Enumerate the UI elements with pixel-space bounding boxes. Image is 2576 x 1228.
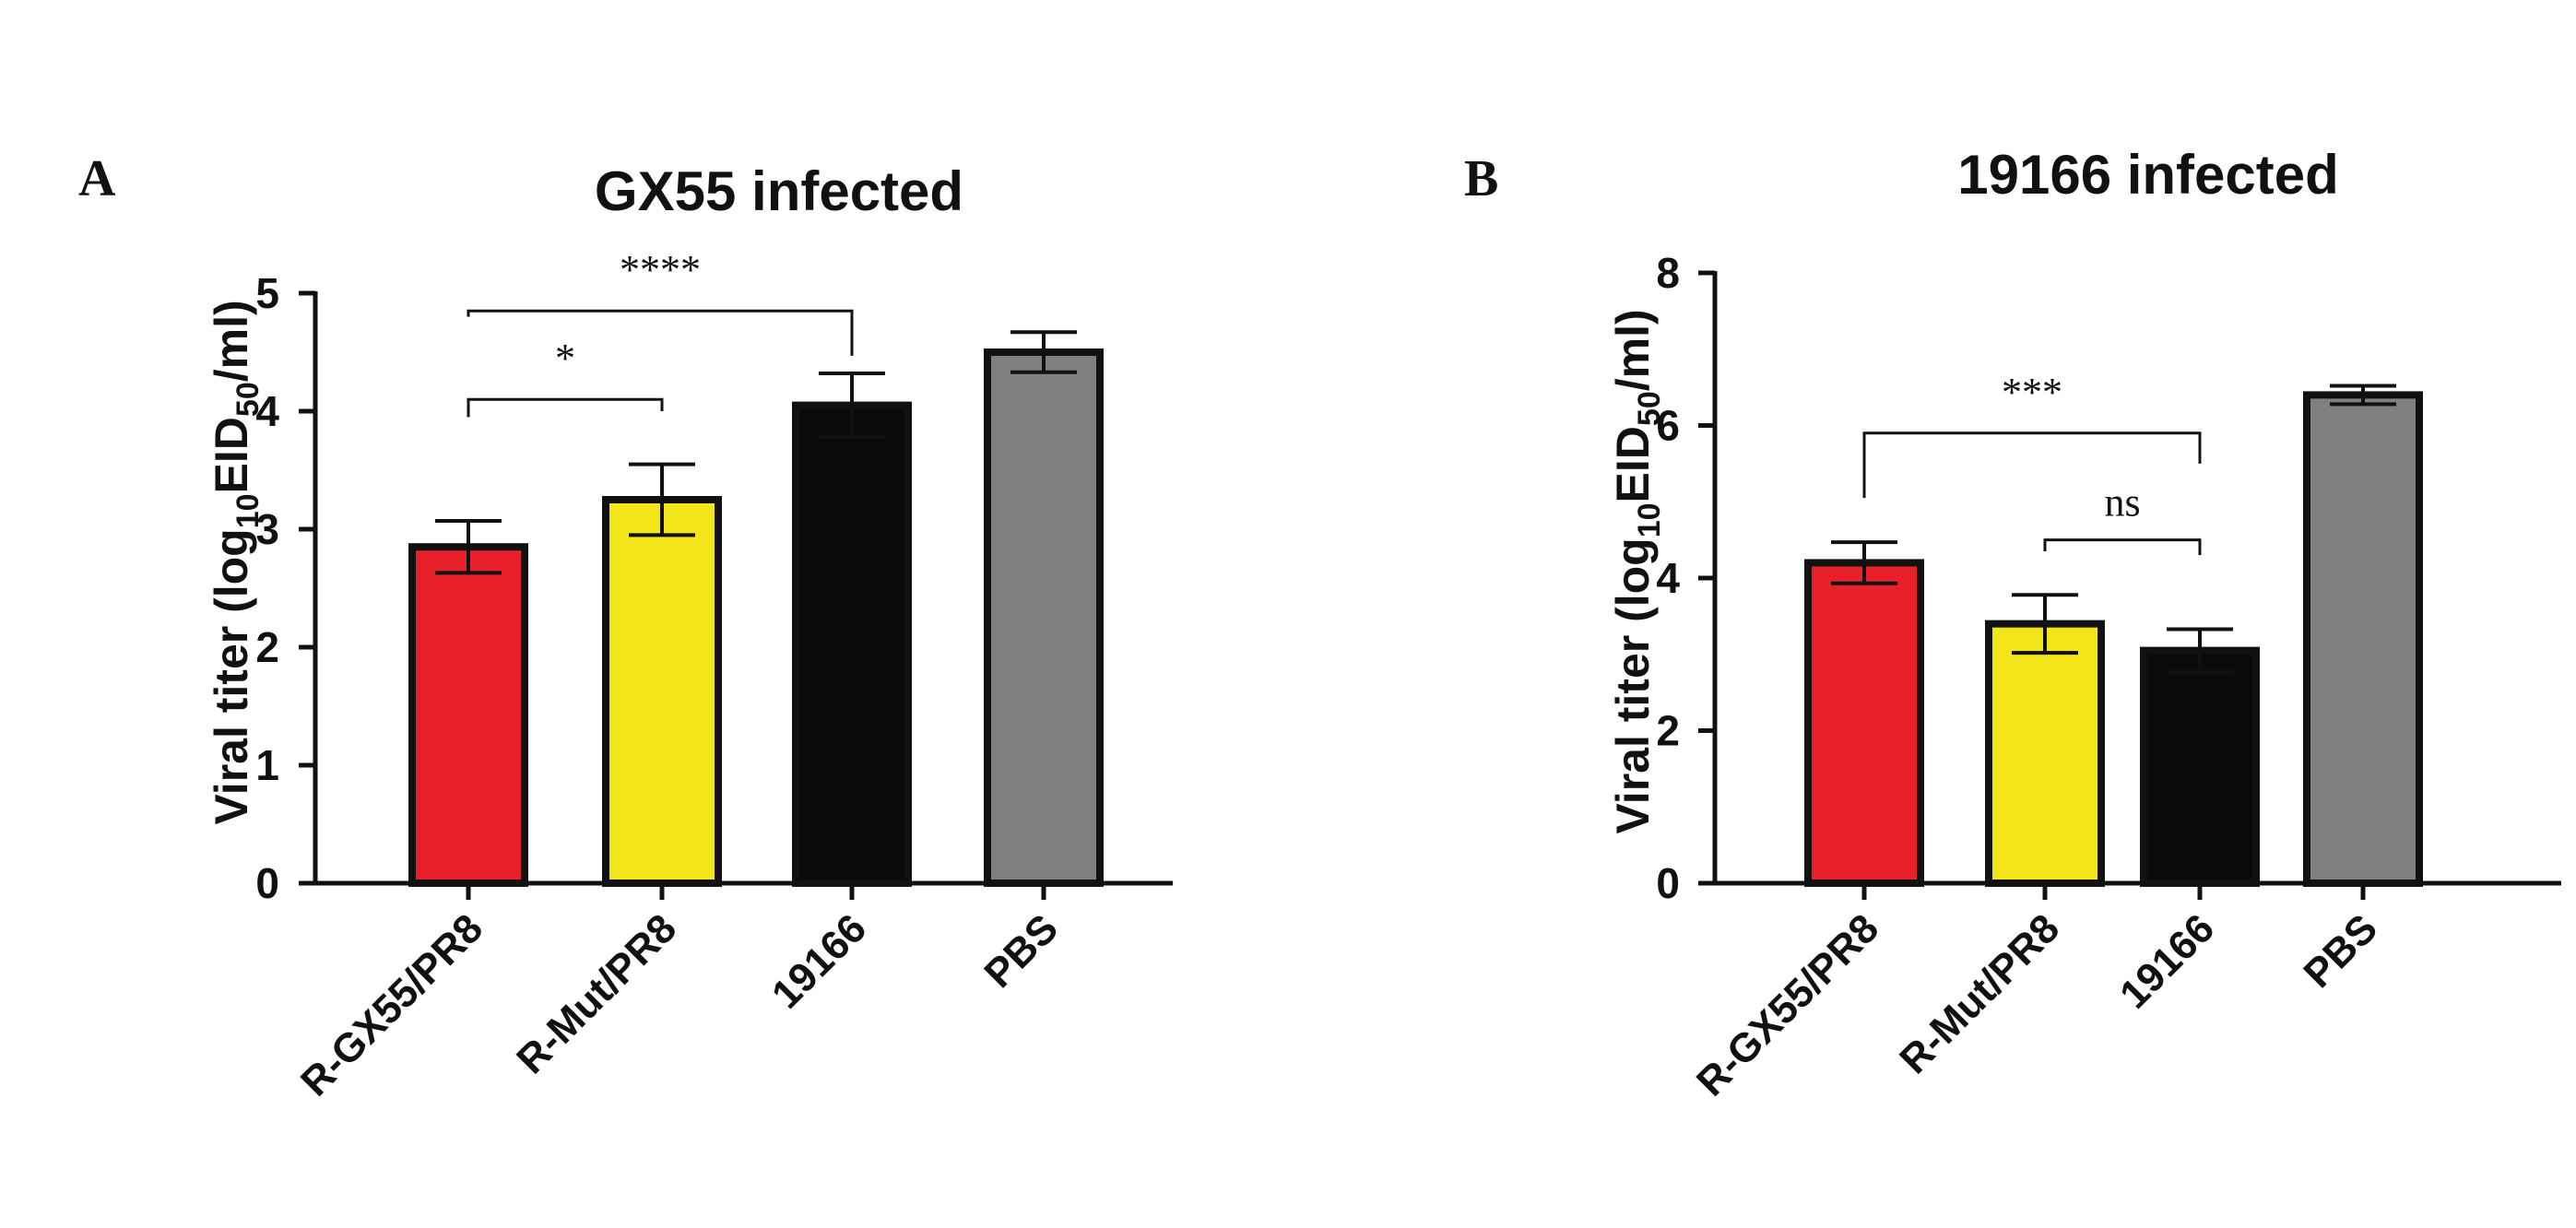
panel-a-y-axis-label: Viral titer (log10EID50/ml)	[206, 300, 266, 824]
panel-a-ylabel-mid: EID	[206, 417, 257, 493]
panel-b: B 19166 infected Viral titer (log10EID50…	[1464, 144, 2561, 1105]
panel-b-y-axis-label: Viral titer (log10EID50/ml)	[1607, 309, 1667, 833]
panel-a-bar-3	[984, 348, 1104, 887]
panel-a-ylabel-suffix: /ml)	[206, 300, 257, 382]
panel-b-sig-label-0: ***	[2002, 370, 2062, 415]
panel-b-ylabel-sub2: 50	[1632, 391, 1667, 426]
panel-b-bar-3	[2303, 391, 2423, 887]
panel-b-bar-0	[1804, 559, 1924, 887]
panel-a-y-tick-label-0: 0	[255, 859, 279, 907]
panel-a-y-tick-label-4: 4	[255, 387, 279, 435]
panel-a-title: GX55 infected	[595, 160, 963, 222]
panel-a-x-tick-label-3: PBS	[975, 905, 1067, 997]
panel-b-x-tick-label-2: 19166	[2111, 905, 2223, 1017]
panel-a: A GX55 infected Viral titer (log10EID50/…	[78, 150, 1173, 1105]
panel-b-ylabel-mid: EID	[1607, 426, 1659, 502]
panel-b-bar-1	[1985, 620, 2105, 888]
panel-a-x-tick-label-1: R-Mut/PR8	[508, 905, 685, 1082]
panel-a-x-tick-label-2: 19166	[763, 905, 875, 1017]
panel-b-ylabel-suffix: /ml)	[1607, 309, 1659, 391]
panel-a-ylabel-prefix: Viral titer (log	[206, 528, 257, 824]
panel-a-sig-label-1: *	[555, 336, 575, 381]
panel-b-x-tick-label-0: R-GX55/PR8	[1688, 905, 1887, 1104]
panel-b-letter: B	[1464, 150, 1498, 207]
panel-b-y-tick-label-1: 2	[1656, 707, 1680, 755]
panel-a-y-tick-label-1: 1	[255, 741, 279, 789]
panel-a-bar-1	[602, 496, 722, 887]
panel-a-sig-bracket-0	[467, 309, 854, 356]
panel-a-y-tick-label-5: 5	[255, 269, 279, 317]
panel-b-x-tick-label-3: PBS	[2295, 905, 2386, 997]
panel-b-sig-bracket-0	[1862, 431, 2202, 499]
panel-a-x-tick-label-0: R-GX55/PR8	[292, 905, 491, 1104]
panel-a-bar-0	[408, 543, 528, 887]
panel-b-x-tick-label-1: R-Mut/PR8	[1891, 905, 2068, 1082]
panel-a-ylabel-sub1: 10	[230, 493, 266, 528]
panel-b-y-tick-label-3: 6	[1656, 402, 1680, 450]
panel-b-y-tick-label-4: 8	[1656, 249, 1680, 297]
panel-b-ylabel-sub1: 10	[1632, 502, 1667, 537]
panel-b-y-tick-label-0: 0	[1656, 859, 1680, 907]
panel-b-bar-2	[2140, 646, 2260, 887]
panel-a-letter: A	[78, 150, 116, 207]
panel-b-ylabel-prefix: Viral titer (log	[1607, 537, 1659, 833]
panel-a-sig-label-0: ****	[620, 247, 701, 292]
panel-a-ylabel-sub2: 50	[230, 382, 266, 417]
panel-b-title: 19166 infected	[1957, 144, 2339, 206]
panel-a-y-tick-label-3: 3	[255, 505, 279, 553]
panel-b-y-tick-label-2: 4	[1656, 554, 1680, 602]
panel-b-sig-label-1: ns	[2104, 480, 2140, 525]
panel-a-sig-bracket-1	[467, 397, 664, 418]
panel-a-y-tick-label-2: 2	[255, 623, 279, 671]
panel-b-sig-bracket-1	[2043, 538, 2202, 556]
panel-a-bar-2	[792, 401, 912, 888]
